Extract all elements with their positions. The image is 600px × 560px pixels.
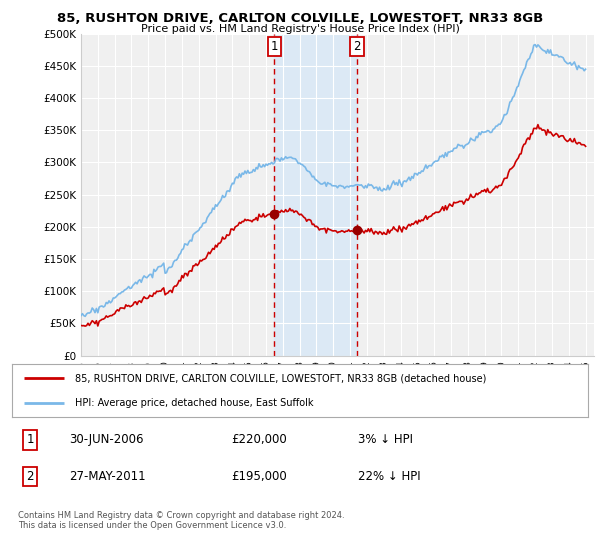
Text: 1: 1 <box>26 433 34 446</box>
Text: 2: 2 <box>353 40 361 53</box>
Text: 22% ↓ HPI: 22% ↓ HPI <box>358 470 420 483</box>
Text: 1: 1 <box>271 40 278 53</box>
Text: 85, RUSHTON DRIVE, CARLTON COLVILLE, LOWESTOFT, NR33 8GB: 85, RUSHTON DRIVE, CARLTON COLVILLE, LOW… <box>57 12 543 25</box>
Text: Contains HM Land Registry data © Crown copyright and database right 2024.
This d: Contains HM Land Registry data © Crown c… <box>18 511 344 530</box>
Text: £220,000: £220,000 <box>231 433 287 446</box>
Text: £195,000: £195,000 <box>231 470 287 483</box>
Text: 3% ↓ HPI: 3% ↓ HPI <box>358 433 413 446</box>
Text: 30-JUN-2006: 30-JUN-2006 <box>70 433 144 446</box>
Text: 85, RUSHTON DRIVE, CARLTON COLVILLE, LOWESTOFT, NR33 8GB (detached house): 85, RUSHTON DRIVE, CARLTON COLVILLE, LOW… <box>76 374 487 384</box>
Text: HPI: Average price, detached house, East Suffolk: HPI: Average price, detached house, East… <box>76 398 314 408</box>
Text: 2: 2 <box>26 470 34 483</box>
Text: 27-MAY-2011: 27-MAY-2011 <box>70 470 146 483</box>
Bar <box>274 34 357 356</box>
Text: Price paid vs. HM Land Registry's House Price Index (HPI): Price paid vs. HM Land Registry's House … <box>140 24 460 34</box>
